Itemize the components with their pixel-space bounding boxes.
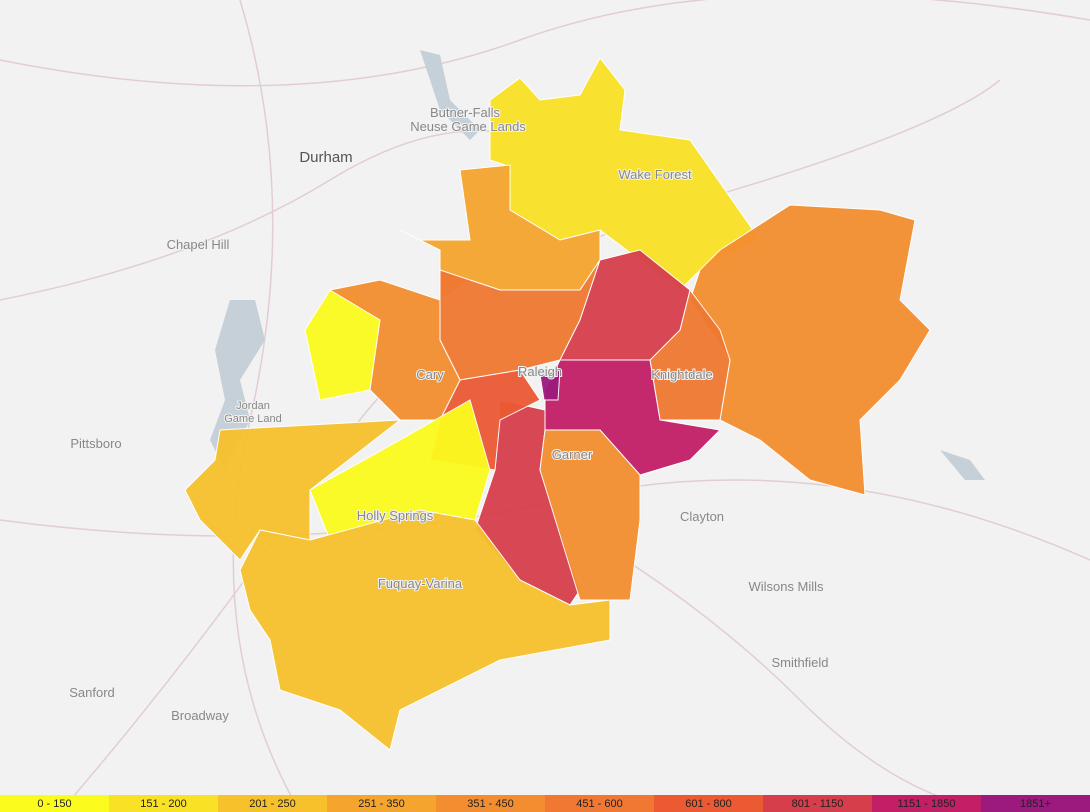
place-labels: Durham Chapel Hill Butner-Falls Neuse Ga… — [68, 104, 829, 724]
legend-label: 1851+ — [1020, 798, 1051, 810]
legend-label: 801 - 1150 — [792, 798, 844, 810]
legend: 0 - 150 151 - 200 201 - 250 251 - 350 351 - … — [0, 795, 1090, 812]
legend-label: 0 - 150 — [37, 798, 71, 810]
legend-label: 201 - 250 — [249, 798, 295, 810]
place-label: Broadway — [171, 708, 229, 723]
place-label: Neuse Game Lands — [410, 119, 526, 134]
place-label: Garner — [552, 447, 593, 462]
legend-label: 251 - 350 — [358, 798, 404, 810]
region — [328, 279, 461, 421]
place-label: Raleigh — [518, 364, 562, 379]
legend-swatch — [763, 795, 872, 812]
place-label: Sanford — [69, 685, 115, 700]
place-label: Jordan — [236, 400, 270, 412]
place-label: Butner-Falls — [430, 105, 501, 120]
place-label: Knightdale — [651, 367, 712, 382]
legend-swatch — [872, 795, 981, 812]
legend-swatch — [545, 795, 654, 812]
region — [539, 369, 561, 401]
region — [559, 249, 691, 361]
place-label: Game Land — [224, 413, 281, 425]
region — [239, 509, 611, 751]
region — [474, 399, 581, 606]
legend-label: 601 - 800 — [685, 798, 731, 810]
legend-swatch — [327, 795, 436, 812]
legend-swatch — [654, 795, 763, 812]
place-label: Wilsons Mills — [748, 579, 824, 594]
legend-swatch — [0, 795, 109, 812]
place-label: Cary — [416, 367, 444, 382]
legend-swatch — [109, 795, 218, 812]
place-label: Holly Springs — [357, 508, 434, 523]
legend-label: 351 - 450 — [467, 798, 513, 810]
region — [539, 429, 641, 601]
place-label: Smithfield — [771, 655, 828, 670]
place-label: Chapel Hill — [167, 237, 230, 252]
place-label: Pittsboro — [70, 436, 121, 451]
place-label: Fuquay-Varina — [378, 576, 463, 591]
region — [184, 419, 402, 561]
place-label: Clayton — [680, 509, 724, 524]
legend-swatch — [436, 795, 545, 812]
place-label: Durham — [299, 149, 352, 166]
place-label: Wake Forest — [618, 167, 692, 182]
legend-swatch — [981, 795, 1090, 812]
legend-label: 451 - 600 — [576, 798, 622, 810]
legend-label: 151 - 200 — [140, 798, 186, 810]
regions — [184, 57, 931, 751]
legend-swatch — [218, 795, 327, 812]
legend-label: 1151 - 1850 — [898, 798, 956, 810]
